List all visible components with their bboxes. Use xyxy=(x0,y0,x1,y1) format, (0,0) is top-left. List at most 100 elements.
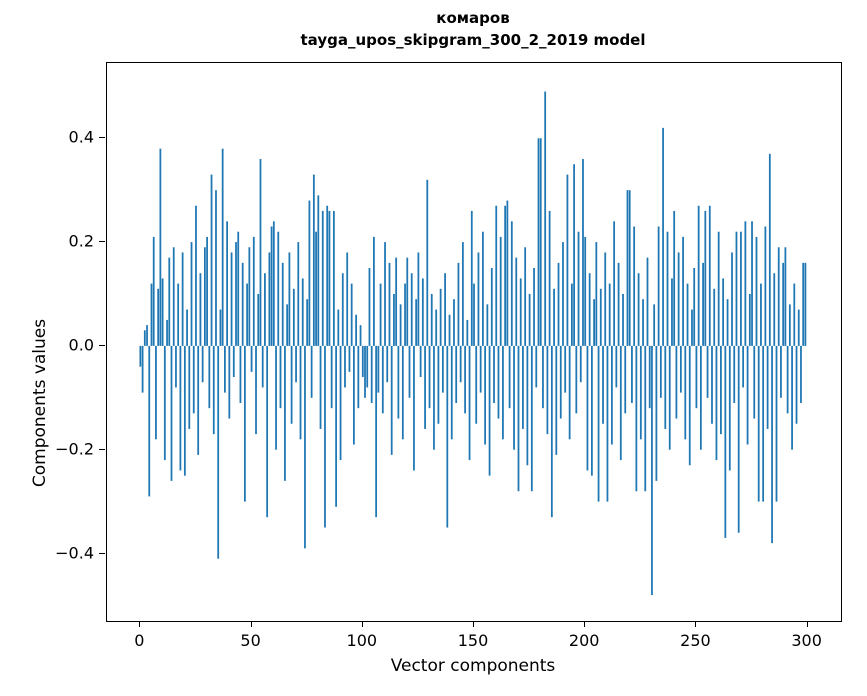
bar xyxy=(141,345,144,393)
y-tick-label: 0.4 xyxy=(68,127,94,147)
bar xyxy=(397,345,400,419)
x-tick-label: 200 xyxy=(568,631,600,650)
bar xyxy=(257,293,260,346)
x-tick-label: 250 xyxy=(680,631,711,650)
bar xyxy=(691,309,693,346)
bar xyxy=(502,345,504,440)
bar xyxy=(684,345,687,440)
bar xyxy=(448,314,451,346)
bar xyxy=(286,304,289,346)
bar xyxy=(633,226,636,346)
bar xyxy=(477,252,480,346)
bar xyxy=(246,283,249,346)
x-tick-mark xyxy=(806,621,808,627)
bar xyxy=(688,345,691,466)
bar xyxy=(740,231,742,346)
bar xyxy=(648,345,651,409)
bar xyxy=(172,247,175,346)
bar xyxy=(177,283,180,346)
bar xyxy=(466,319,469,346)
y-tick-mark xyxy=(99,137,105,139)
bar xyxy=(408,345,411,398)
bar xyxy=(695,345,698,409)
bar xyxy=(381,345,384,414)
bar xyxy=(586,345,589,471)
bar xyxy=(606,345,609,502)
bar xyxy=(317,195,320,346)
bar xyxy=(488,345,491,476)
bar xyxy=(673,210,676,346)
y-axis-label: Components values xyxy=(30,318,50,488)
bar xyxy=(579,345,582,383)
bar xyxy=(393,293,395,346)
bar xyxy=(206,236,208,346)
x-tick-label: 100 xyxy=(346,631,378,650)
bar xyxy=(281,262,284,346)
bar xyxy=(626,190,629,346)
bar xyxy=(544,91,547,346)
y-tick-label: 0.2 xyxy=(68,231,94,251)
bar xyxy=(635,345,638,492)
bar xyxy=(482,231,484,346)
bar xyxy=(324,345,326,528)
y-tick-mark xyxy=(99,448,105,450)
bar xyxy=(150,283,153,346)
bar xyxy=(526,345,529,466)
bar xyxy=(461,242,464,346)
bar xyxy=(348,345,351,372)
bar xyxy=(328,210,331,346)
bar xyxy=(199,273,202,346)
bar xyxy=(748,293,751,346)
bar xyxy=(179,345,182,471)
bar xyxy=(573,164,575,346)
bar xyxy=(261,345,264,388)
bar xyxy=(539,138,542,346)
bar xyxy=(239,345,242,403)
x-tick-label: 0 xyxy=(134,631,145,650)
bar xyxy=(426,179,429,346)
bar xyxy=(588,273,591,346)
y-tick-label: −0.4 xyxy=(55,543,94,563)
bar xyxy=(731,252,733,346)
bar xyxy=(255,345,257,435)
y-tick-mark xyxy=(99,552,105,554)
bar xyxy=(430,293,433,346)
bar xyxy=(562,242,564,346)
bar xyxy=(642,299,644,346)
bar xyxy=(319,345,322,429)
bar xyxy=(717,231,720,346)
bar xyxy=(341,273,344,346)
bar xyxy=(464,345,466,414)
bar xyxy=(744,221,747,346)
bar xyxy=(277,231,280,346)
bar xyxy=(793,283,796,346)
bar xyxy=(677,252,680,346)
bar xyxy=(591,345,593,476)
bar xyxy=(390,345,393,455)
bar xyxy=(515,257,518,346)
bar xyxy=(720,345,722,435)
bar xyxy=(646,257,649,346)
bar xyxy=(210,174,213,346)
bar xyxy=(197,345,200,455)
bar xyxy=(746,345,749,445)
bar xyxy=(657,226,660,346)
bar xyxy=(235,242,237,346)
bar xyxy=(557,262,560,346)
bar xyxy=(379,283,382,346)
bar xyxy=(299,345,302,440)
bar xyxy=(306,299,309,346)
bar xyxy=(715,345,718,461)
bar xyxy=(217,345,220,559)
bar xyxy=(181,252,184,346)
bar xyxy=(508,345,511,409)
bar xyxy=(399,304,402,346)
bar xyxy=(637,273,640,346)
x-tick-mark xyxy=(139,621,141,627)
bar xyxy=(346,252,349,346)
bar xyxy=(161,278,164,346)
bar xyxy=(315,231,317,346)
bar xyxy=(791,345,793,450)
bar xyxy=(510,221,513,346)
bar xyxy=(697,205,700,346)
